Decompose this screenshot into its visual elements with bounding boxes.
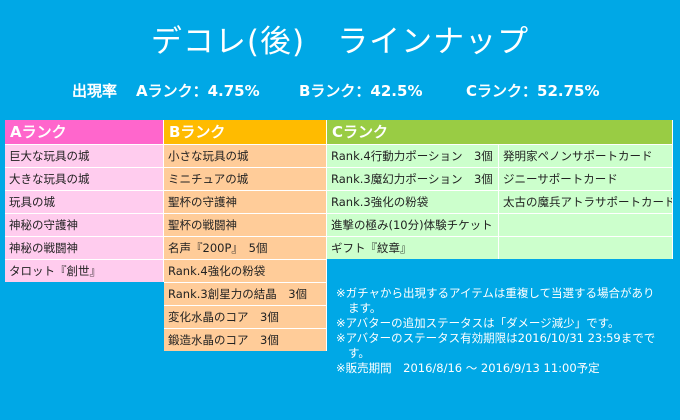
rate-c: Cランク：52.75% <box>466 82 600 100</box>
rank-b-item: ミニチュアの城 <box>164 167 327 190</box>
rank-c-row: 進撃の極み(10分)体験チケット <box>327 213 673 236</box>
rank-a-column: Aランク 巨大な玩具の城 大きな玩具の城 玩具の城 神秘の守護神 神秘の戦闘神 … <box>5 120 164 282</box>
rank-b-column: Bランク 小さな玩具の城 ミニチュアの城 聖杯の守護神 聖杯の戦闘神 名声『20… <box>164 120 327 351</box>
notes: ※ガチャから出現するアイテムは重複して当選する場合があります。 ※アバターの追加… <box>336 286 666 376</box>
rank-b-item: 変化水晶のコア 3個 <box>164 305 327 328</box>
rank-c-item: 太古の魔兵アトラサポートカード <box>499 190 673 213</box>
rank-b-item: 名声『200P』 5個 <box>164 236 327 259</box>
rate-label: 出現率 <box>72 82 118 100</box>
note-avatar-expiry: ※アバターのステータス有効期限は2016/10/31 23:59までです。 <box>336 331 656 360</box>
rank-c-item: 発明家ペノンサポートカード <box>499 144 673 167</box>
rank-b-item: 鍛造水晶のコア 3個 <box>164 328 327 351</box>
rank-c-row: Rank.3魔幻力ポーション 3個 ジニーサポートカード <box>327 167 673 190</box>
rank-c-item: ジニーサポートカード <box>499 167 673 190</box>
rank-c-column: Cランク Rank.4行動力ポーション 3個 発明家ペノンサポートカード Ran… <box>327 120 673 259</box>
rank-a-item: 巨大な玩具の城 <box>5 144 164 167</box>
rank-a-header: Aランク <box>5 120 164 144</box>
rank-b-item: 小さな玩具の城 <box>164 144 327 167</box>
rank-c-header: Cランク <box>327 120 673 144</box>
rank-b-item: 聖杯の戦闘神 <box>164 213 327 236</box>
note-duplicate: ※ガチャから出現するアイテムは重複して当選する場合があります。 <box>336 286 655 315</box>
note-avatar-status: ※アバターの追加ステータスは「ダメージ減少」です。 <box>336 316 620 330</box>
rank-b-item: 聖杯の守護神 <box>164 190 327 213</box>
rank-c-row: ギフト『紋章』 <box>327 236 673 259</box>
rank-a-item: 神秘の守護神 <box>5 213 164 236</box>
rank-c-row: Rank.3強化の粉袋 太古の魔兵アトラサポートカード <box>327 190 673 213</box>
rank-b-item: Rank.3創星力の結晶 3個 <box>164 282 327 305</box>
note-sale-period: ※販売期間 2016/8/16 ～ 2016/9/13 11:00予定 <box>336 361 600 375</box>
rank-b-item: Rank.4強化の粉袋 <box>164 259 327 282</box>
rank-a-item: タロット『創世』 <box>5 259 164 282</box>
rank-a-item: 大きな玩具の城 <box>5 167 164 190</box>
rank-a-item: 神秘の戦闘神 <box>5 236 164 259</box>
rank-c-item: Rank.3魔幻力ポーション 3個 <box>327 167 499 190</box>
rate-a: Aランク：4.75% <box>136 82 260 100</box>
rank-c-item: 進撃の極み(10分)体験チケット <box>327 213 499 236</box>
rank-c-item <box>499 236 673 259</box>
rank-c-item: Rank.4行動力ポーション 3個 <box>327 144 499 167</box>
rank-c-item: ギフト『紋章』 <box>327 236 499 259</box>
rank-c-row: Rank.4行動力ポーション 3個 発明家ペノンサポートカード <box>327 144 673 167</box>
rank-c-item: Rank.3強化の粉袋 <box>327 190 499 213</box>
rank-c-item <box>499 213 673 236</box>
rank-a-item: 玩具の城 <box>5 190 164 213</box>
page-title: デコレ(後) ラインナップ <box>150 24 530 60</box>
rank-b-header: Bランク <box>164 120 327 144</box>
rate-b: Bランク：42.5% <box>299 82 423 100</box>
